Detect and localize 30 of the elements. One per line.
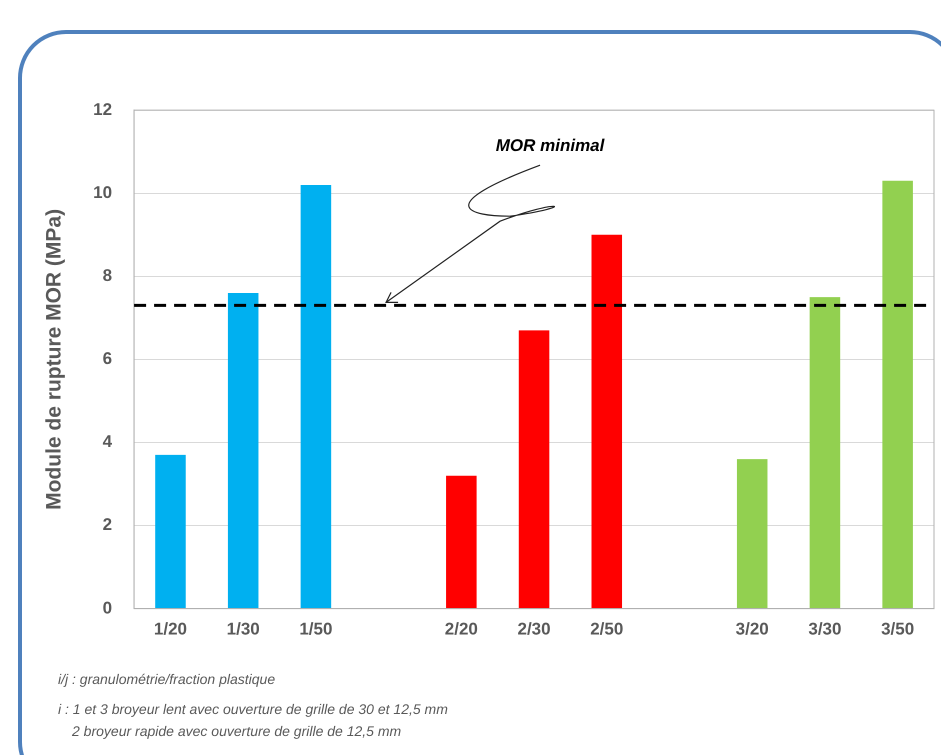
bar	[155, 454, 186, 608]
y-axis-title: Module de rupture MOR (MPa)	[42, 208, 66, 510]
y-tick-label: 4	[102, 432, 113, 452]
bar	[882, 180, 913, 608]
x-tick-label: 1/50	[299, 619, 332, 638]
x-tick-label: 2/50	[590, 619, 624, 638]
bar	[300, 184, 332, 608]
bar	[736, 459, 768, 608]
bar	[810, 297, 840, 608]
text: 2 broyeur rapide avec ouverture de grille de 12,5 mm	[71, 722, 402, 741]
y-tick-label: 10	[93, 182, 112, 202]
x-tick-label: 1/20	[154, 619, 188, 638]
x-tick-label: 2/30	[518, 619, 551, 638]
x-tick-label: 3/30	[808, 619, 842, 638]
bar	[446, 476, 477, 608]
y-tick-label: 2	[102, 515, 112, 534]
bar	[592, 234, 622, 608]
y-tick-label: 6	[102, 349, 112, 368]
x-tick-label: 1/30	[226, 619, 260, 638]
x-tick-label: 3/50	[881, 619, 914, 638]
text: i : 1 et 3 broyeur lent avec ouverture de grille de 30 et 12,5 mm	[58, 700, 448, 719]
x-tick-label: 2/20	[444, 619, 478, 638]
bar	[518, 330, 550, 608]
y-tick-label: 12	[93, 100, 112, 119]
y-tick-label: 0	[102, 598, 112, 618]
bar	[228, 292, 258, 608]
y-tick-label: 8	[102, 266, 112, 286]
x-tick-label: 3/20	[736, 619, 769, 638]
ref-line-label: MOR minimal	[496, 136, 606, 155]
text: i/j : granulométrie/fraction plastique	[58, 670, 276, 689]
